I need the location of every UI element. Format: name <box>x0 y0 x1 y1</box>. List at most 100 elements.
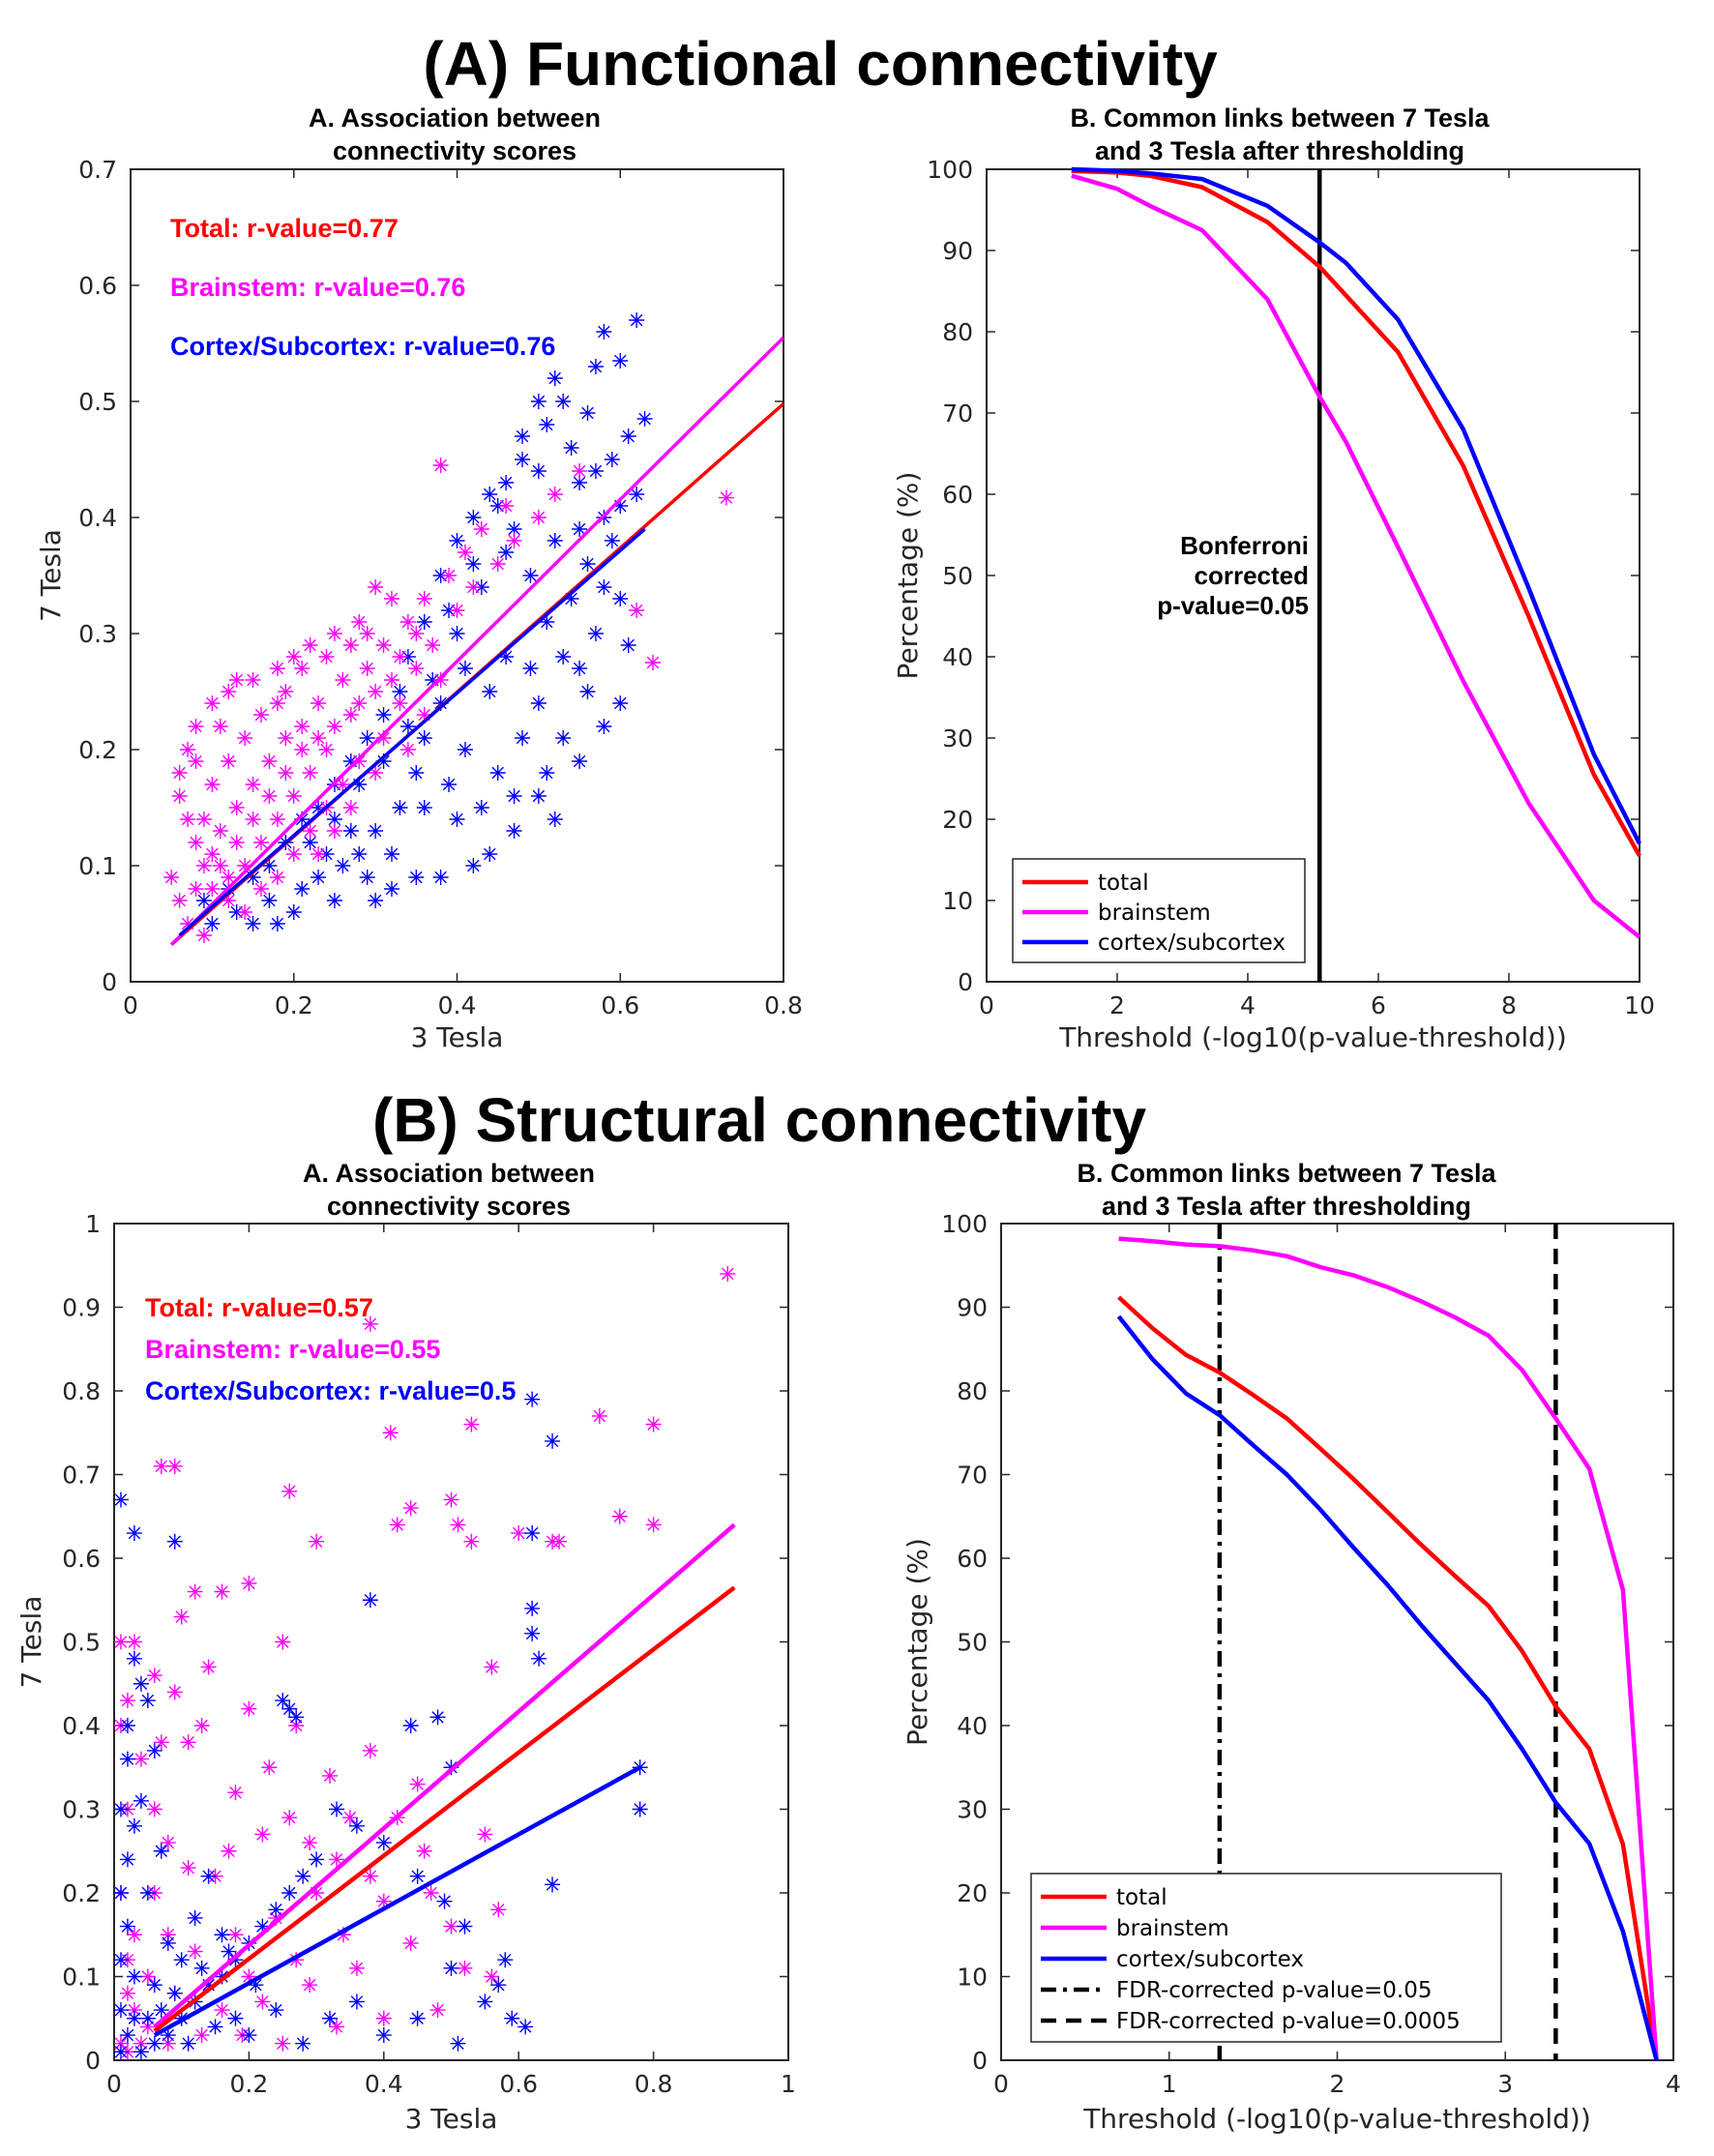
scatter-point <box>449 603 465 618</box>
scatter-point <box>180 1734 196 1751</box>
scatter-point <box>269 870 285 885</box>
scatter-point <box>146 1801 163 1817</box>
scatter-point <box>133 1792 149 1809</box>
scatter-point <box>359 730 375 746</box>
scatter-point <box>384 672 399 688</box>
r-value-label: Brainstem: r-value=0.55 <box>145 1335 440 1364</box>
scatter-point <box>342 800 359 815</box>
scatter-point <box>153 2002 169 2019</box>
scatter-point <box>180 1860 196 1876</box>
scatter-point <box>530 695 547 711</box>
scatter-point <box>207 2019 223 2035</box>
scatter-point <box>362 1742 378 1758</box>
panel-title-line2: connectivity scores <box>333 136 576 165</box>
y-tick-label: 0.3 <box>78 620 117 648</box>
scatter-point <box>515 452 530 467</box>
scatter-point <box>441 777 458 792</box>
scatter-point <box>214 1583 230 1600</box>
scatter-point <box>477 1994 493 2010</box>
x-tick-label: 0 <box>979 991 994 1019</box>
scatter-point <box>288 1952 305 1968</box>
legend-label: FDR-corrected p-value=0.05 <box>1116 1978 1432 2003</box>
scatter-point <box>278 684 294 699</box>
scatter-point <box>432 672 449 688</box>
x-tick-label: 6 <box>1371 991 1386 1019</box>
scatter-point <box>245 916 261 931</box>
scatter-point <box>160 1934 176 1951</box>
scatter-point <box>294 881 310 897</box>
scatter-point <box>253 881 269 897</box>
x-tick-label: 1 <box>1162 2070 1177 2098</box>
x-axis-label: 3 Tesla <box>405 2103 498 2135</box>
scatter-point <box>200 1868 217 1884</box>
scatter-point <box>166 1533 183 1550</box>
scatter-point <box>423 1885 439 1901</box>
scatter-point <box>342 823 359 839</box>
scatter-point <box>402 1500 419 1517</box>
scatter-point <box>285 846 302 862</box>
x-axis-label: Threshold (-log10(p-value-threshold)) <box>1058 1021 1567 1053</box>
scatter-point <box>375 2010 392 2026</box>
scatter-point <box>253 835 269 850</box>
y-tick-label: 0 <box>85 2047 101 2075</box>
scatter-point <box>153 1843 169 1859</box>
y-tick-label: 60 <box>942 481 973 509</box>
scatter-point <box>281 1483 298 1499</box>
scatter-point <box>547 487 563 502</box>
scatter-point <box>515 428 530 444</box>
scatter-point <box>166 1458 183 1474</box>
scatter-point <box>351 614 368 630</box>
r-value-label: Brainstem: r-value=0.76 <box>170 273 465 302</box>
scatter-point <box>309 1533 325 1550</box>
scatter-point <box>188 881 204 897</box>
bonferroni-annotation-line3: p-value=0.05 <box>1157 591 1309 620</box>
legend-label: brainstem <box>1098 901 1211 926</box>
scatter-point <box>587 626 604 641</box>
y-tick-label: 70 <box>942 399 973 428</box>
scatter-point <box>285 904 302 920</box>
scatter-point <box>547 812 563 827</box>
scatter-point <box>511 1525 527 1542</box>
scatter-point <box>269 812 285 827</box>
legend-label: cortex/subcortex <box>1098 930 1286 956</box>
scatter-point <box>119 1985 135 2001</box>
scatter-point <box>261 753 278 769</box>
scatter-point <box>335 1927 351 1943</box>
scatter-point <box>285 788 302 804</box>
scatter-point <box>318 649 335 665</box>
y-tick-label: 0.7 <box>78 156 117 184</box>
x-tick-label: 0 <box>106 2070 122 2098</box>
y-tick-label: 0.5 <box>62 1629 101 1657</box>
scatter-point <box>204 777 221 792</box>
scatter-point <box>522 661 539 676</box>
legend-box <box>1030 1873 1502 2043</box>
y-tick-label: 0.2 <box>62 1879 101 1907</box>
scatter-point <box>547 370 563 386</box>
x-tick-label: 0 <box>993 2070 1009 2098</box>
scatter-point <box>382 1425 399 1441</box>
scatter-point <box>195 928 212 943</box>
scatter-point <box>261 893 278 908</box>
scatter-point <box>133 2044 149 2060</box>
scatter-point <box>375 753 392 769</box>
scatter-point <box>326 893 342 908</box>
x-tick-label: 0.6 <box>499 2070 538 2098</box>
scatter-point <box>463 1533 480 1550</box>
scatter-point <box>114 1885 129 1901</box>
scatter-point <box>221 684 237 699</box>
scatter-point <box>227 1785 244 1801</box>
r-value-label: Total: r-value=0.77 <box>170 214 399 243</box>
scatter-point <box>497 1952 514 1968</box>
scatter-point <box>245 672 261 688</box>
scatter-point <box>214 1968 230 1985</box>
scatter-point <box>477 1826 493 1843</box>
scatter-point <box>335 672 351 688</box>
scatter-point <box>146 1977 163 1994</box>
scatter-point <box>119 1918 135 1934</box>
scatter-point <box>351 695 368 711</box>
scatter-point <box>214 2002 230 2019</box>
scatter-point <box>375 637 392 653</box>
scatter-point <box>187 1909 203 1926</box>
scatter-point <box>449 812 465 827</box>
